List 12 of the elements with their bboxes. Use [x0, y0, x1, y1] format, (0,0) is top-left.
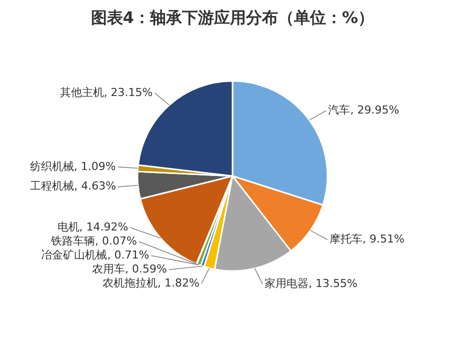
slice-label: 纺织机械, 1.09% [30, 160, 116, 173]
slice-label: 其他主机, 23.15% [60, 86, 153, 99]
chart-title: 图表4：轴承下游应用分布（单位：%） [90, 7, 376, 29]
slice-label: 农用车, 0.59% [92, 262, 167, 276]
slice-label: 铁路车辆, 0.07% [50, 234, 137, 248]
slice-label: 冶金矿山机械, 0.71% [41, 248, 150, 262]
slice-label: 汽车, 29.95% [328, 103, 400, 116]
slice-label: 农机拖拉机, 1.82% [102, 276, 200, 290]
slice-label: 电机, 14.92% [57, 220, 128, 234]
slice-label: 家用电器, 13.55% [264, 276, 358, 290]
slice-label: 摩托车, 9.51% [329, 232, 404, 246]
slice-label: 工程机械, 4.63% [30, 180, 116, 193]
